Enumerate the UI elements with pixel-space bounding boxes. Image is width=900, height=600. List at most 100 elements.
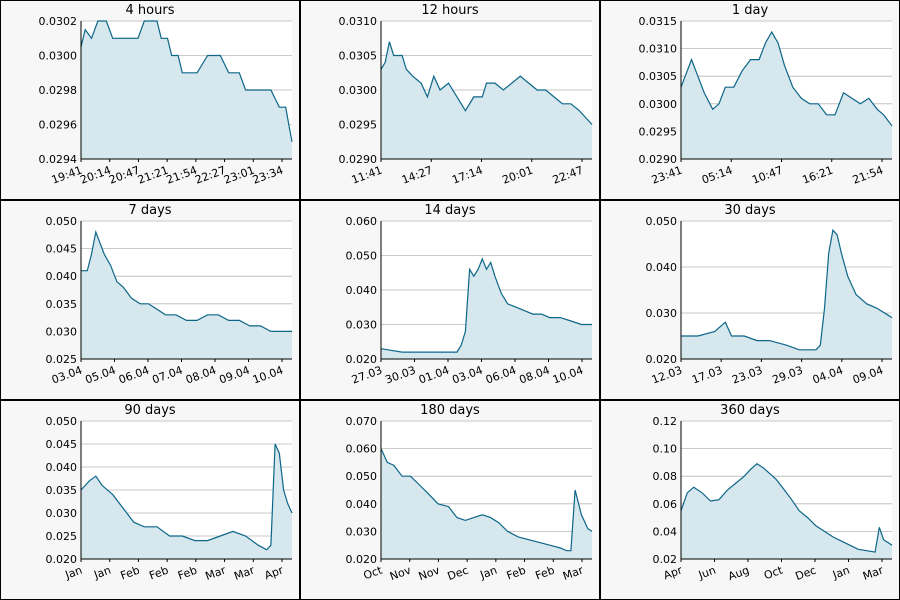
chart-svg: 0.020 0.030 0.040 0.050 12.03 17.03 23.03 29.03…: [646, 215, 893, 387]
x-tick-label: 01.04: [417, 364, 451, 387]
y-tick-label: 0.050: [346, 470, 378, 483]
x-tick-label: 27.03: [350, 364, 384, 387]
chart-panel-12-hours: 12 hours 0.0290 0.0295 0.0300 0.0305 0.0310 1…: [300, 0, 600, 200]
y-tick-label: 0.025: [46, 530, 78, 543]
chart-svg: 0.025 0.030 0.035 0.040 0.045 0.050 03.04 05.04…: [46, 215, 292, 387]
y-tick-label: 0.040: [46, 461, 78, 474]
y-tick-label: 0.045: [46, 438, 78, 451]
y-tick-label: 0.12: [653, 415, 678, 428]
y-tick-label: 0.040: [646, 261, 678, 274]
y-tick-label: 0.040: [346, 498, 378, 511]
x-tick-label: Jan: [478, 564, 499, 582]
x-tick-label: 22:47: [551, 164, 585, 187]
x-tick-label: Mar: [861, 563, 885, 582]
x-tick-label: 08.04: [517, 364, 551, 387]
x-tick-label: Feb: [534, 564, 557, 583]
y-tick-label: 0.0295: [339, 119, 378, 132]
y-tick-label: 0.0290: [339, 153, 378, 166]
y-tick-label: 0.030: [346, 319, 378, 332]
chart-title: 90 days: [124, 403, 176, 418]
series-area: [381, 258, 592, 359]
series-line: [380, 257, 592, 353]
chart-svg: 0.0290 0.0295 0.0300 0.0305 0.0310 11:41 14:27…: [339, 15, 593, 187]
chart-title: 14 days: [424, 203, 476, 218]
x-tick-label: Feb: [176, 564, 199, 583]
y-tick-label: 0.060: [346, 443, 378, 456]
x-tick-label: 07.04: [150, 364, 184, 387]
y-tick-label: 0.035: [46, 484, 78, 497]
y-tick-label: 0.025: [46, 353, 78, 366]
y-tick-label: 0.0294: [39, 153, 78, 166]
chart-title: 1 day: [731, 3, 769, 18]
x-tick-label: Jan: [91, 564, 112, 582]
y-tick-label: 0.10: [653, 443, 678, 456]
y-tick-label: 0.050: [46, 415, 78, 428]
y-tick-label: 0.0310: [639, 43, 678, 56]
x-tick-label: 03.04: [50, 364, 84, 387]
series-line: [681, 228, 893, 351]
y-tick-label: 0.0296: [39, 119, 78, 132]
y-tick-label: 0.020: [346, 353, 378, 366]
series-area: [81, 232, 292, 359]
chart-title: 30 days: [724, 203, 776, 218]
x-tick-label: 06.04: [117, 364, 151, 387]
y-tick-label: 0.06: [653, 498, 678, 511]
series-area: [381, 41, 592, 160]
y-tick-label: 0.0300: [339, 84, 378, 97]
y-tick-label: 0.08: [653, 470, 678, 483]
series-area: [81, 444, 292, 559]
x-tick-label: Oct: [762, 563, 785, 582]
x-tick-label: 05:14: [700, 164, 734, 187]
y-tick-label: 0.0300: [639, 98, 678, 111]
y-tick-label: 0.030: [46, 325, 78, 338]
chart-title: 12 hours: [421, 3, 479, 18]
x-tick-label: 05.04: [83, 364, 117, 387]
y-tick-label: 0.020: [646, 353, 678, 366]
y-tick-label: 0.0305: [339, 50, 378, 63]
chart-svg: 0.0290 0.0295 0.0300 0.0305 0.0310 0.0315 23:4…: [639, 15, 893, 187]
x-tick-label: Mar: [232, 563, 256, 582]
y-tick-label: 0.050: [646, 215, 678, 228]
chart-panel-360-days: 360 days 0.02 0.04 0.06 0.08 0.10 0.12 Apr Jun A…: [600, 400, 900, 600]
chart-panel-7-days: 7 days 0.025 0.030 0.035 0.040 0.045 0.050 03.…: [0, 200, 300, 400]
x-tick-label: 23.03: [730, 364, 764, 387]
series-line: [680, 30, 893, 127]
x-tick-label: Mar: [204, 563, 228, 582]
x-tick-label: 10.04: [251, 364, 285, 387]
series-area: [81, 21, 292, 159]
x-tick-label: 04.04: [811, 364, 845, 387]
x-tick-label: Nov: [417, 563, 442, 583]
chart-title: 180 days: [420, 403, 480, 418]
series-line: [81, 229, 292, 332]
x-tick-label: Dec: [446, 564, 470, 583]
chart-panel-90-days: 90 days 0.020 0.025 0.030 0.035 0.040 0.045 0.…: [0, 400, 300, 600]
y-tick-label: 0.0315: [639, 15, 678, 28]
y-tick-label: 0.060: [346, 215, 378, 228]
y-tick-label: 0.0295: [639, 125, 678, 138]
series-line: [380, 448, 593, 552]
y-tick-label: 0.04: [653, 525, 678, 538]
y-tick-label: 0.050: [346, 250, 378, 263]
x-tick-label: 16:21: [801, 164, 835, 187]
chart-panel-180-days: 180 days 0.020 0.030 0.040 0.050 0.060 0.070 O…: [300, 400, 600, 600]
y-tick-label: 0.020: [46, 553, 78, 566]
x-tick-label: 09.04: [217, 364, 251, 387]
y-tick-label: 0.02: [653, 553, 678, 566]
y-tick-label: 0.0310: [339, 15, 378, 28]
y-tick-label: 0.040: [46, 270, 78, 283]
x-tick-label: Mar: [561, 563, 585, 582]
x-tick-label: Oct: [362, 563, 385, 582]
x-tick-label: 30.03: [383, 364, 417, 387]
series-area: [381, 448, 592, 559]
x-tick-label: Dec: [794, 564, 818, 583]
x-tick-label: 21:54: [851, 164, 885, 187]
x-tick-label: Feb: [505, 564, 528, 583]
series-line: [80, 20, 293, 142]
x-tick-label: 23:34: [251, 164, 285, 187]
x-tick-label: 17.03: [690, 364, 724, 387]
chart-panel-1-day: 1 day 0.0290 0.0295 0.0300 0.0305 0.0310 0.03…: [600, 0, 900, 200]
y-tick-label: 0.040: [346, 284, 378, 297]
series-line: [380, 41, 593, 125]
x-tick-label: Apr: [662, 563, 685, 582]
